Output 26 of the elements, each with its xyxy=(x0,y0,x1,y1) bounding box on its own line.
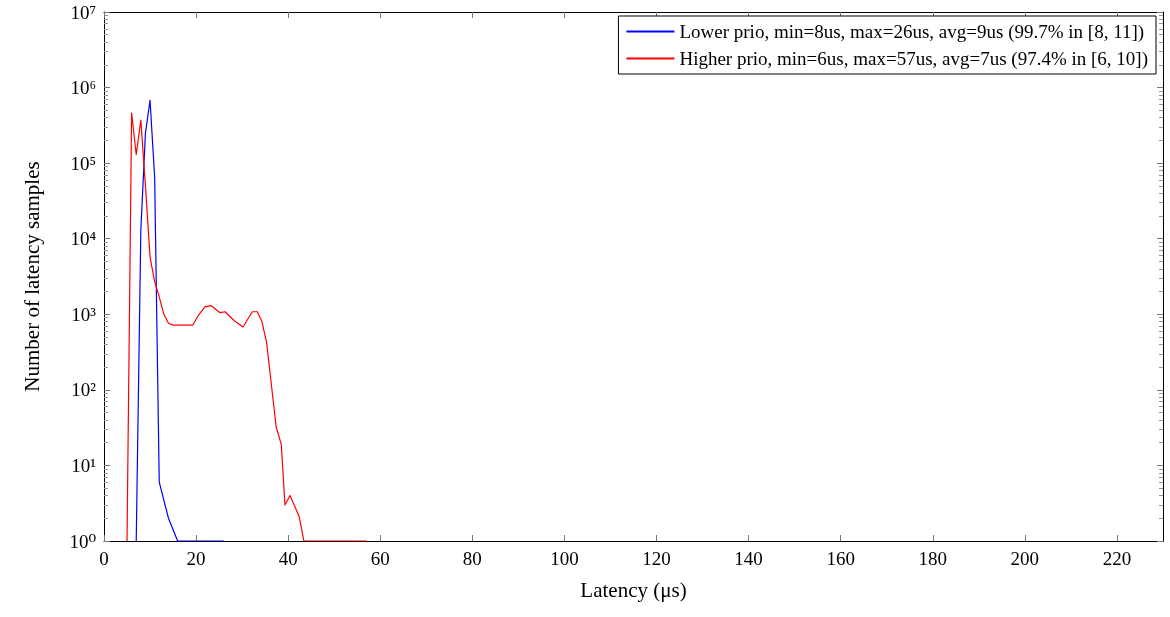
x-tick-label: 80 xyxy=(462,548,482,569)
x-tick-label: 20 xyxy=(186,548,206,569)
x-tick-label: 140 xyxy=(734,548,763,569)
x-tick-label: 40 xyxy=(278,548,298,569)
x-tick-label: 120 xyxy=(642,548,671,569)
x-tick-label: 0 xyxy=(99,548,109,569)
y-tick-label: 10² xyxy=(71,379,97,401)
y-tick-label: 10⁴ xyxy=(70,228,97,250)
y-tick-label: 10⁶ xyxy=(70,77,96,99)
y-tick-label: 10³ xyxy=(71,303,97,325)
y-tick-label: 10⁰ xyxy=(69,530,97,552)
y-axis-title: Number of latency samples xyxy=(19,161,44,392)
x-tick-label: 60 xyxy=(370,548,390,569)
x-tick-label: 180 xyxy=(918,548,948,569)
x-tick-label: 220 xyxy=(1102,548,1132,569)
line-series xyxy=(126,112,368,542)
line-series xyxy=(135,99,225,542)
x-tick-label: 200 xyxy=(1010,548,1040,569)
y-tick-label: 10⁷ xyxy=(70,1,96,23)
legend-label: Higher prio, min=6us, max=57us, avg=7us (97.4% in [6, 10]) xyxy=(679,48,1148,70)
x-axis-title: Latency (μs) xyxy=(580,577,687,602)
legend-label: Lower prio, min=8us, max=26us, avg=9us (99.7% in [8, 11]) xyxy=(679,21,1145,43)
y-tick-label: 10⁵ xyxy=(70,152,96,174)
x-tick-label: 160 xyxy=(826,548,855,569)
x-tick-label: 100 xyxy=(550,548,579,569)
y-tick-label: 10¹ xyxy=(71,454,97,476)
